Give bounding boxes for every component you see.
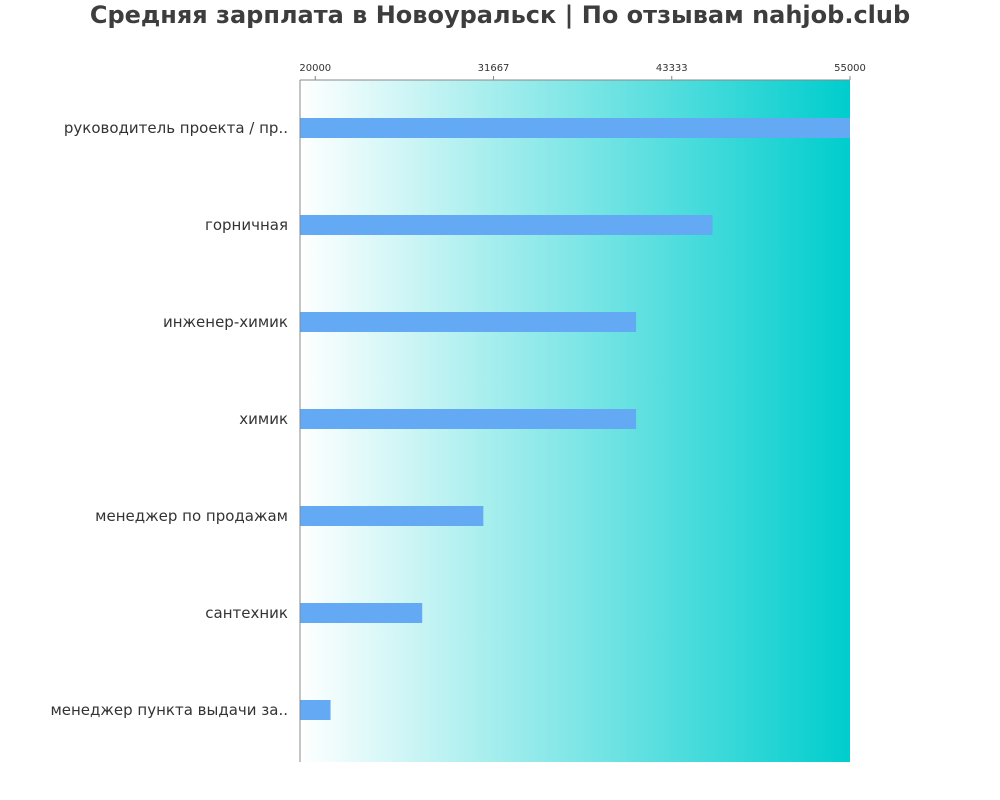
category-label: сантехник xyxy=(205,604,288,622)
x-tick-label: 55000 xyxy=(834,63,866,74)
bar xyxy=(300,312,637,332)
category-label: химик xyxy=(239,410,288,428)
category-label: руководитель проекта / пр.. xyxy=(64,119,288,137)
x-tick-label: 31667 xyxy=(478,63,510,74)
category-label: инженер-химик xyxy=(163,313,288,331)
bar xyxy=(300,215,713,235)
bar xyxy=(300,506,484,526)
chart-title: Средняя зарплата в Новоуральск | По отзы… xyxy=(89,1,911,29)
x-tick-label: 43333 xyxy=(656,63,688,74)
x-tick-label: 20000 xyxy=(299,63,331,74)
bar xyxy=(300,409,637,429)
category-label: менеджер по продажам xyxy=(95,507,288,525)
category-label: менеджер пункта выдачи за.. xyxy=(50,701,288,719)
bar xyxy=(300,118,850,138)
category-label: горничная xyxy=(205,216,288,234)
bar xyxy=(300,603,423,623)
bar xyxy=(300,700,331,720)
